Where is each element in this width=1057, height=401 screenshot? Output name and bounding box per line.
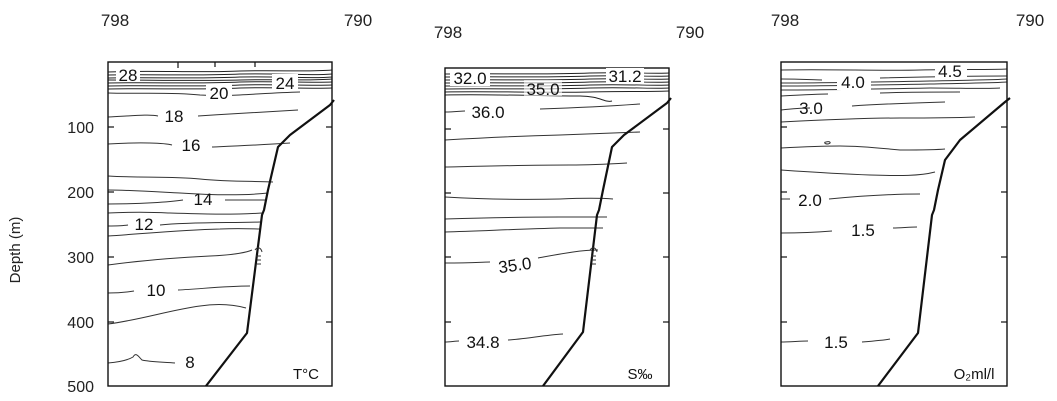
isohalines [445,103,641,343]
panel-salinity: 798 790 [434,23,704,387]
contour-label-8: 8 [185,353,194,372]
contour-label-20: 20 [210,84,229,103]
y-axis-label: Depth (m) [7,217,24,284]
contour-label-1-5-upper: 1.5 [851,221,875,240]
y-tick-labels: 100 200 300 400 500 [67,120,94,396]
y-tick-100: 100 [67,120,94,137]
contour-label-12: 12 [135,215,154,234]
y-ticks [108,126,332,323]
variable-label-salinity: S‰ [627,366,652,383]
y-tick-200: 200 [67,185,94,202]
top-tick-marks [177,62,256,68]
seafloor-detail [254,247,263,265]
contour-label-24: 24 [276,74,295,93]
top-label-left: 798 [771,11,799,30]
panel-frame [107,61,333,387]
contour-label-34-8: 34.8 [466,333,499,352]
y-tick-400: 400 [67,315,94,332]
contour-label-35-0-lower: 35.0 [497,254,532,277]
contour-label-4-5: 4.5 [938,62,962,81]
contour-label-2-0: 2.0 [798,191,822,210]
contour-label-1-5-lower: 1.5 [824,333,848,352]
y-tick-500: 500 [67,379,94,396]
contour-label-31-2: 31.2 [608,67,641,86]
panel-oxygen: 798 790 [771,11,1044,387]
seafloor-profile [205,99,335,387]
y-ticks [781,126,1007,323]
contour-label-3-0: 3.0 [799,99,823,118]
contour-label-4-0: 4.0 [841,73,865,92]
panel-frame [780,61,1008,387]
variable-label-temperature: T°C [293,366,319,383]
panel-temperature: 798 790 [101,11,372,387]
contour-label-28: 28 [119,66,138,85]
contour-label-36-0: 36.0 [471,103,504,122]
top-label-right: 790 [344,11,372,30]
top-label-right: 790 [1016,11,1044,30]
seafloor-profile [542,97,672,387]
oxygen-contours [781,68,1007,343]
y-ticks [445,128,669,323]
seafloor-profile [877,97,1011,387]
top-label-left: 798 [434,23,462,42]
seafloor-detail [589,247,598,265]
top-label-left: 798 [101,11,129,30]
top-label-right: 790 [676,23,704,42]
contour-label-14: 14 [194,190,213,209]
panel-frame [444,67,670,387]
contour-label-18: 18 [165,107,184,126]
surface-contours [108,69,332,90]
variable-label-oxygen: O₂ml/l [954,366,995,383]
contour-label-35-0-upper: 35.0 [526,80,559,99]
isotherms [108,91,301,364]
contour-label-16: 16 [182,136,201,155]
y-tick-300: 300 [67,250,94,267]
contour-label-10: 10 [147,281,166,300]
contour-label-32-0: 32.0 [453,69,486,88]
